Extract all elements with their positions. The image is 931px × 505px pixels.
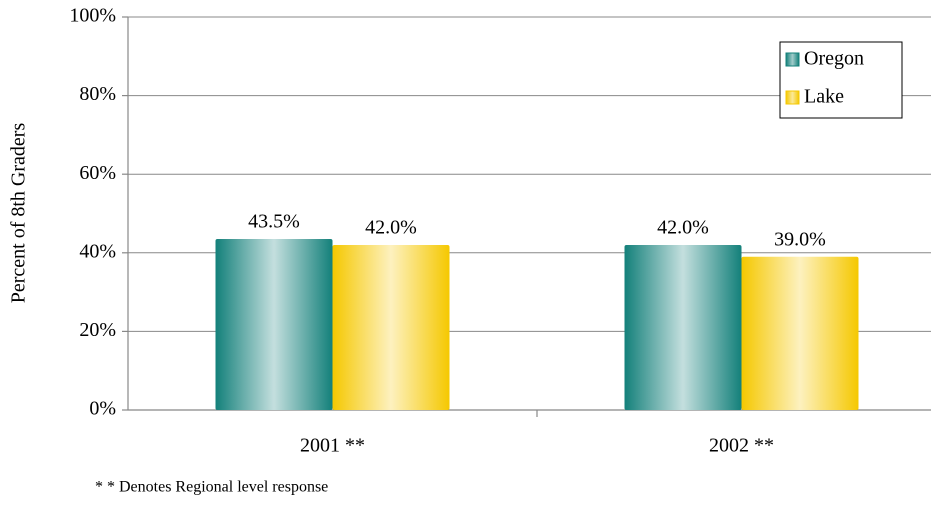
value-label: 42.0%: [657, 217, 709, 239]
y-tick-label: 0%: [89, 398, 116, 420]
value-label: 39.0%: [774, 228, 826, 250]
bar: [624, 244, 742, 410]
x-tick-label: 2002 **: [709, 435, 774, 457]
value-label: 42.0%: [365, 217, 417, 239]
bar: [332, 244, 450, 410]
legend-label: Lake: [804, 86, 844, 108]
y-tick-label: 80%: [79, 83, 116, 105]
legend-swatch: [785, 52, 800, 67]
legend-label: Oregon: [804, 48, 864, 70]
x-tick-label: 2001 **: [300, 435, 365, 457]
y-tick-label: 60%: [79, 162, 116, 184]
y-axis-label: Percent of 8th Graders: [8, 123, 30, 304]
footnote: * * Denotes Regional level response: [95, 479, 328, 496]
y-tick-label: 20%: [79, 319, 116, 341]
legend-swatch: [785, 90, 800, 105]
y-tick-label: 40%: [79, 240, 116, 262]
bar: [215, 239, 333, 410]
value-label: 43.5%: [248, 211, 300, 233]
y-tick-label: 100%: [69, 5, 116, 27]
legend-box: [779, 41, 903, 119]
bar: [741, 256, 859, 410]
